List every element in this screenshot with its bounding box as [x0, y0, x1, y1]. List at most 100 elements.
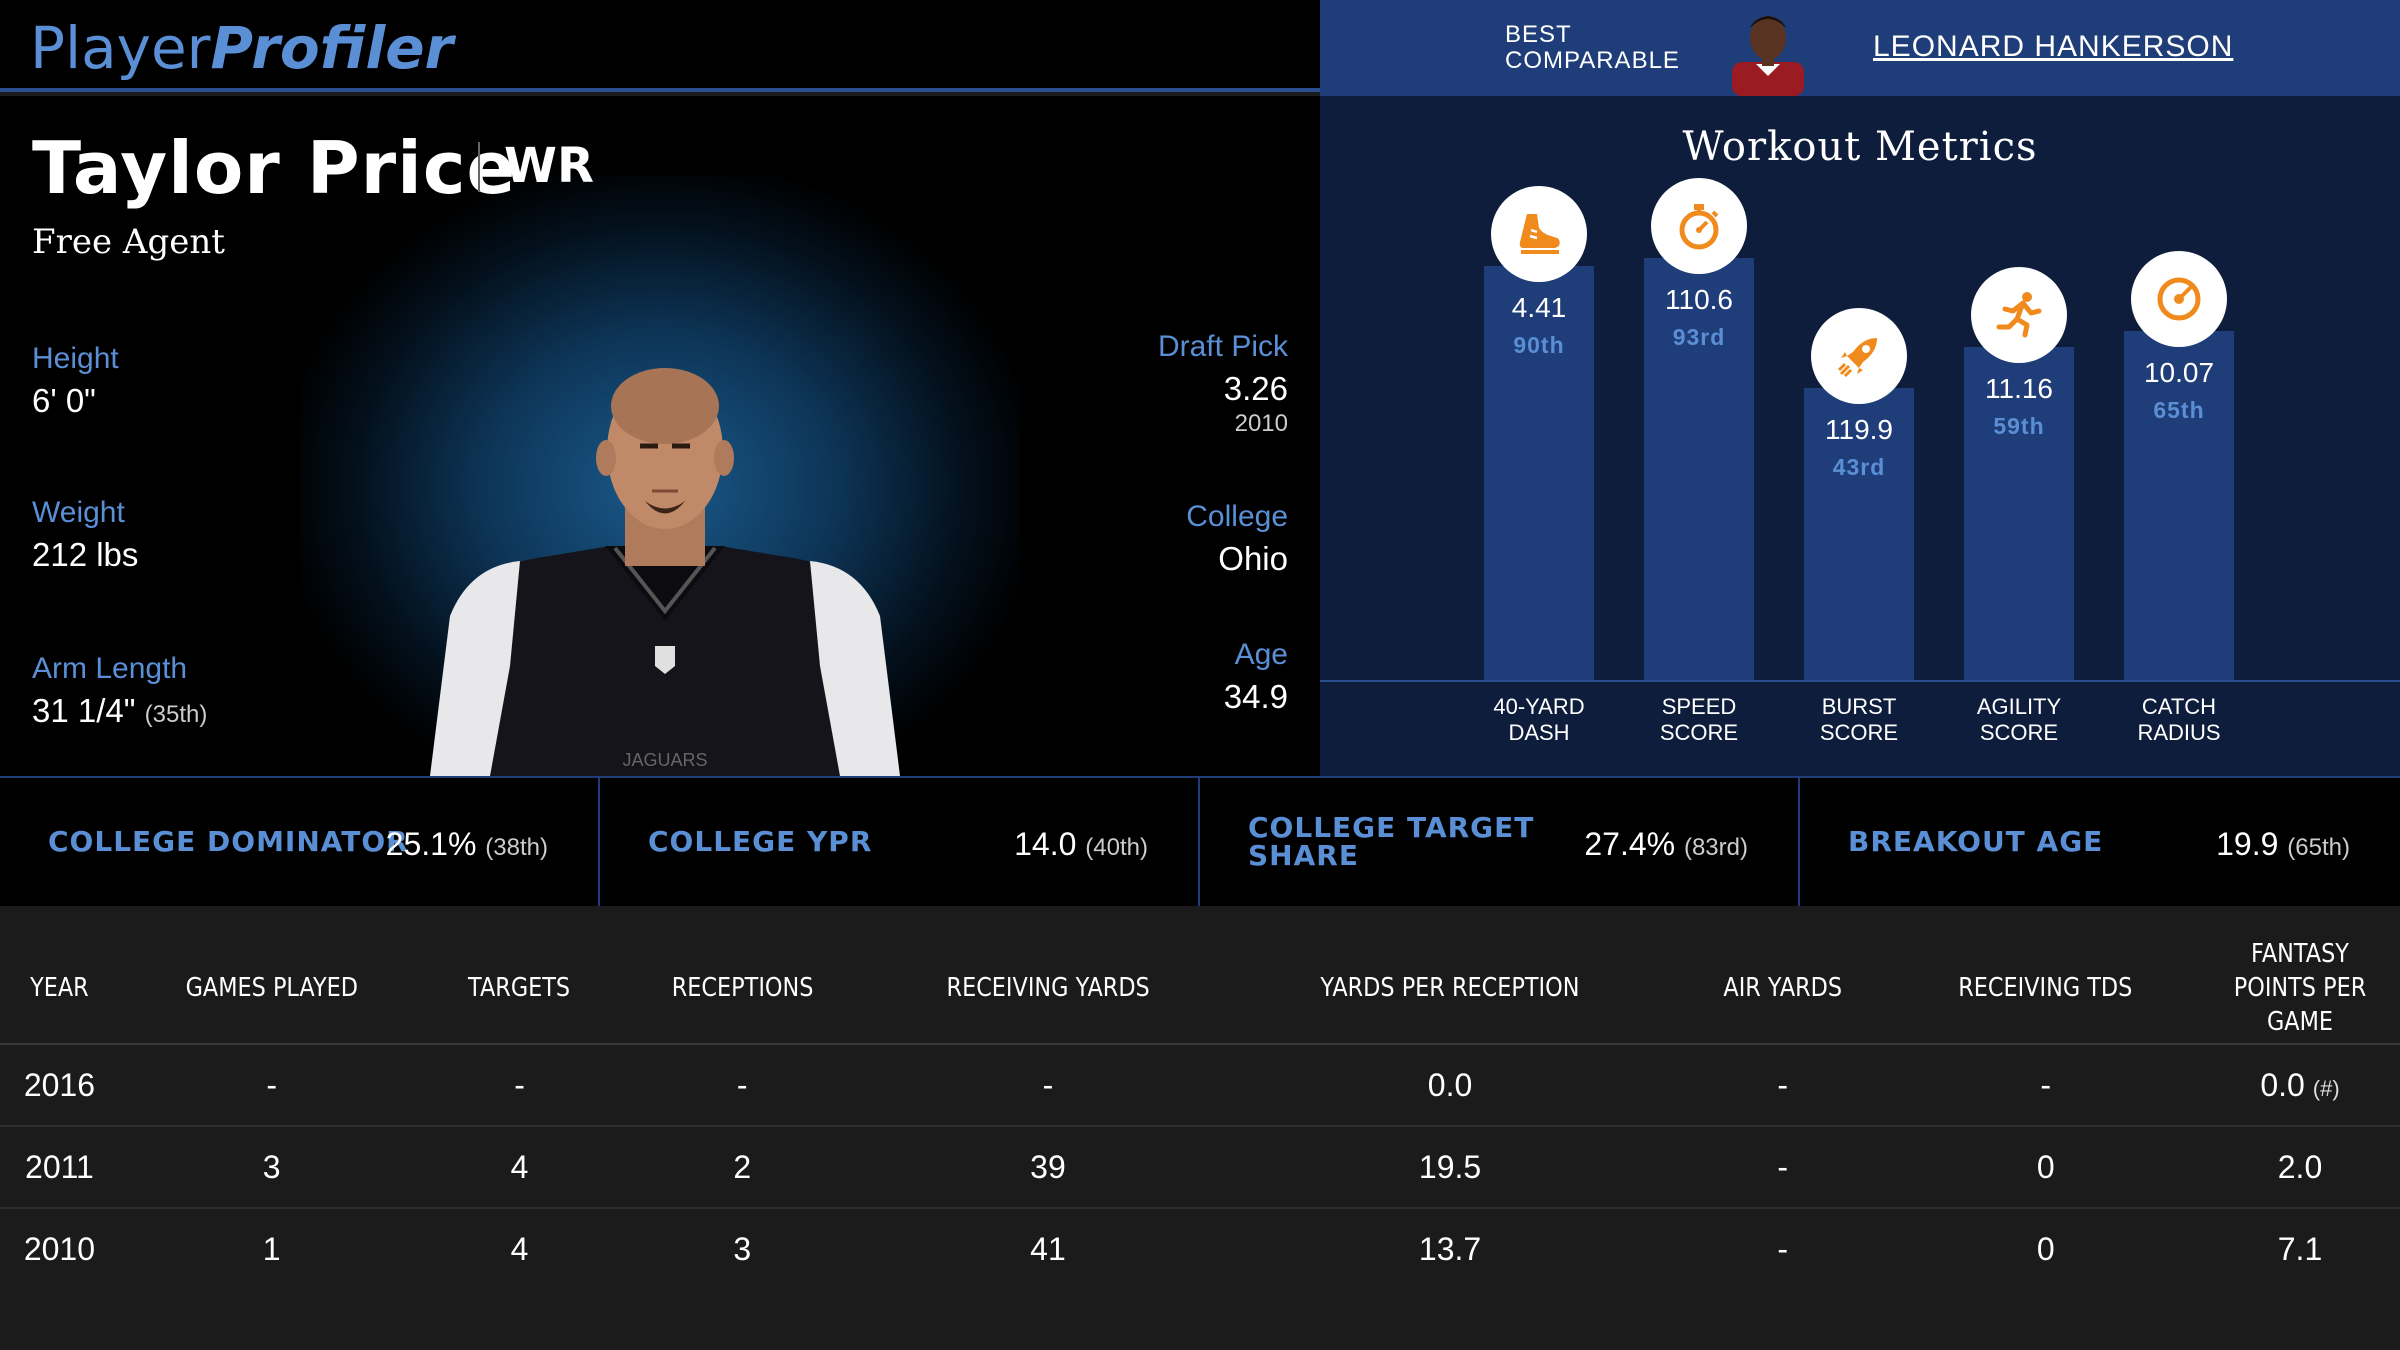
cell-fantasy-points: 7.1	[2277, 1231, 2323, 1267]
workout-percentile: 90th	[1513, 332, 1565, 358]
table-row: 2010 1 4 3 41 13.7 - 0 7.1	[0, 1208, 2400, 1290]
player-team: Free Agent	[32, 222, 225, 262]
cell-air-yards: -	[1777, 1231, 1789, 1267]
table-row: 2011 3 4 2 39 19.5 - 0 2.0	[0, 1126, 2400, 1209]
height-label: Height	[32, 342, 119, 375]
metric-percentile: (65th)	[2287, 834, 2350, 861]
cell-air-yards: -	[1673, 1126, 1892, 1209]
cell-receptions: -	[614, 1044, 870, 1127]
metric-label: COLLEGE TARGET SHARE	[1248, 814, 1534, 870]
metric-percentile: (40th)	[1085, 834, 1148, 861]
draft-pick-label: Draft Pick	[1157, 330, 1288, 363]
metric-label-line2: SHARE	[1248, 839, 1359, 872]
column-header-year[interactable]: YEAR	[8, 932, 111, 1045]
metric-value: 27.4%	[1584, 826, 1676, 862]
workout-bar	[1964, 347, 2074, 680]
bars-baseline	[1320, 680, 2400, 682]
draft-year: 2010	[1234, 410, 1288, 437]
best-comparable-label: BEST COMPARABLE	[1505, 22, 1680, 74]
cell-targets: -	[424, 1044, 615, 1127]
column-header-yards-per-reception[interactable]: YARDS PER RECEPTION	[1257, 932, 1643, 1045]
workout-label-line1: CATCH	[2141, 694, 2217, 719]
cell-fantasy-points: 0.0 (#)	[2200, 1044, 2400, 1127]
college-metrics-strip: COLLEGE DOMINATOR 25.1% (38th) COLLEGE Y…	[0, 776, 2400, 908]
player-name: Taylor Price	[32, 126, 517, 210]
column-header-targets[interactable]: TARGETS	[437, 932, 602, 1045]
target-icon	[2131, 251, 2227, 347]
workout-bar	[2124, 331, 2234, 680]
workout-label-line1: AGILITY	[1976, 694, 2062, 719]
stats-table: YEAR GAMES PLAYED TARGETS RECEPTIONS REC…	[0, 932, 2400, 1290]
age-label: Age	[1234, 638, 1288, 671]
age-value: 34.9	[1223, 678, 1288, 715]
column-header-air-yards[interactable]: AIR YARDS	[1689, 932, 1877, 1045]
weight-label: Weight	[32, 496, 125, 529]
metric-college-dominator: COLLEGE DOMINATOR 25.1% (38th)	[0, 778, 600, 908]
metric-percentile: (83rd)	[1683, 834, 1748, 861]
cell-receiving-yards: 39	[869, 1126, 1227, 1209]
college-block: College Ohio	[1186, 500, 1288, 578]
runner-icon	[1971, 267, 2067, 363]
arm-length-percentile: (35th)	[144, 701, 208, 728]
position-divider	[478, 142, 480, 192]
best-comparable-bar: BEST COMPARABLE LEONARD HANKERSON	[1320, 0, 2400, 96]
stats-table-section: YEAR GAMES PLAYED TARGETS RECEPTIONS REC…	[0, 906, 2400, 1350]
workout-label: BURST SCORE	[1779, 694, 1939, 746]
cell-receiving-tds: -	[1891, 1044, 2200, 1127]
metric-label: COLLEGE YPR	[648, 825, 873, 858]
workout-value: 11.16	[1985, 373, 2053, 404]
cell-yards-per-reception: 19.5	[1226, 1126, 1674, 1209]
workout-label-line2: SCORE	[1659, 720, 1739, 745]
college-value: Ohio	[1218, 540, 1288, 577]
metric-college-target-share: COLLEGE TARGET SHARE 27.4% (83rd)	[1200, 778, 1800, 908]
workout-bar	[1484, 266, 1594, 680]
footnote-marker[interactable]: (#)	[2312, 1075, 2340, 1101]
workout-value: 4.41	[1511, 292, 1567, 323]
metric-label-line1: COLLEGE TARGET	[1248, 811, 1535, 844]
cell-yards-per-reception: 13.7	[1418, 1231, 1482, 1267]
site-logo[interactable]: PlayerProfiler	[30, 14, 453, 82]
comparable-label-line2: COMPARABLE	[1505, 47, 1680, 74]
cell-targets: 4	[424, 1126, 615, 1209]
workout-value: 10.07	[2143, 357, 2215, 388]
player-photo: JAGUARS	[430, 368, 900, 776]
player-position: WR	[504, 138, 594, 194]
cell-games-played: 3	[118, 1126, 425, 1209]
cell-year: 2016	[0, 1044, 119, 1127]
column-header-receiving-tds[interactable]: RECEIVING TDS	[1913, 932, 2179, 1045]
column-header-games-played[interactable]: GAMES PLAYED	[140, 932, 404, 1045]
column-header-receptions[interactable]: RECEPTIONS	[632, 932, 852, 1045]
workout-label-line2: RADIUS	[2137, 720, 2221, 745]
shoe-icon	[1491, 186, 1587, 282]
weight-value: 212 lbs	[32, 536, 139, 573]
table-header-row: YEAR GAMES PLAYED TARGETS RECEPTIONS REC…	[0, 932, 2400, 1045]
metric-label: COLLEGE DOMINATOR	[48, 825, 409, 858]
comparable-player-avatar	[1732, 16, 1804, 96]
height-block: Height 6' 0"	[32, 342, 119, 420]
metric-label: BREAKOUT AGE	[1848, 825, 2104, 858]
comparable-player-link[interactable]: LEONARD HANKERSON	[1873, 30, 2234, 63]
column-header-fantasy-points-per-game[interactable]: FANTASY POINTS PER GAME	[2214, 932, 2386, 1045]
metric-value: 25.1%	[385, 826, 477, 862]
workout-label: AGILITY SCORE	[1939, 694, 2099, 746]
column-header-receiving-yards[interactable]: RECEIVING YARDS	[894, 932, 1202, 1045]
stopwatch-icon	[1651, 178, 1747, 274]
metric-value: 19.9	[2216, 826, 2279, 862]
workout-value: 119.9	[1825, 414, 1893, 445]
workout-label-line1: 40-YARD	[1493, 694, 1585, 719]
cell-yards-per-reception: 0.0	[1226, 1044, 1674, 1127]
arm-length-label: Arm Length	[32, 652, 188, 685]
cell-receptions: 3	[733, 1231, 752, 1267]
logo-text-profiler: Profiler	[210, 14, 454, 82]
arm-length-block: Arm Length 31 1/4" (35th)	[32, 652, 207, 730]
workout-label: SPEED SCORE	[1619, 694, 1779, 746]
workout-label-line2: SCORE	[1819, 720, 1899, 745]
cell-year: 2010	[23, 1231, 96, 1267]
workout-title: Workout Metrics	[1682, 124, 2038, 170]
arm-length-value: 31 1/4"	[32, 692, 136, 729]
workout-value: 110.6	[1665, 284, 1733, 315]
cell-air-yards: -	[1673, 1044, 1892, 1127]
cell-year: 2011	[0, 1126, 119, 1209]
comparable-label-line1: BEST	[1505, 21, 1572, 48]
workout-percentile: 43rd	[1832, 454, 1886, 480]
